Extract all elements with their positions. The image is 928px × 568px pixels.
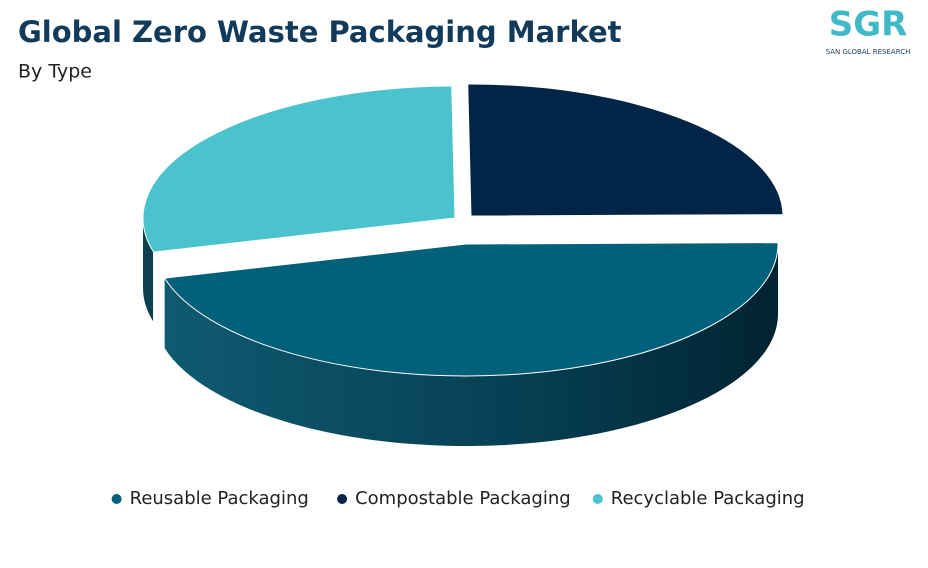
pie [142,83,784,447]
slice [163,242,779,377]
slice [467,83,784,217]
legend-marker [592,494,603,504]
legend-label: Compostable Packaging [355,488,571,509]
legend-marker [111,494,122,504]
chart-subtitle: By Type [18,61,92,83]
logo-caption: SAN GLOBAL RESEARCH [826,48,911,56]
legend-label: Recyclable Packaging [611,488,805,509]
slice-side [164,245,778,447]
legend: Reusable Packaging Compostable Packaging R… [111,488,805,509]
legend-label: Reusable Packaging [130,488,309,509]
chart-title: Global Zero Waste Packaging Market [18,15,622,49]
slice [142,85,456,253]
logo-mark: SGR [829,5,908,45]
legend-marker [337,494,348,504]
slice-side [143,218,154,322]
